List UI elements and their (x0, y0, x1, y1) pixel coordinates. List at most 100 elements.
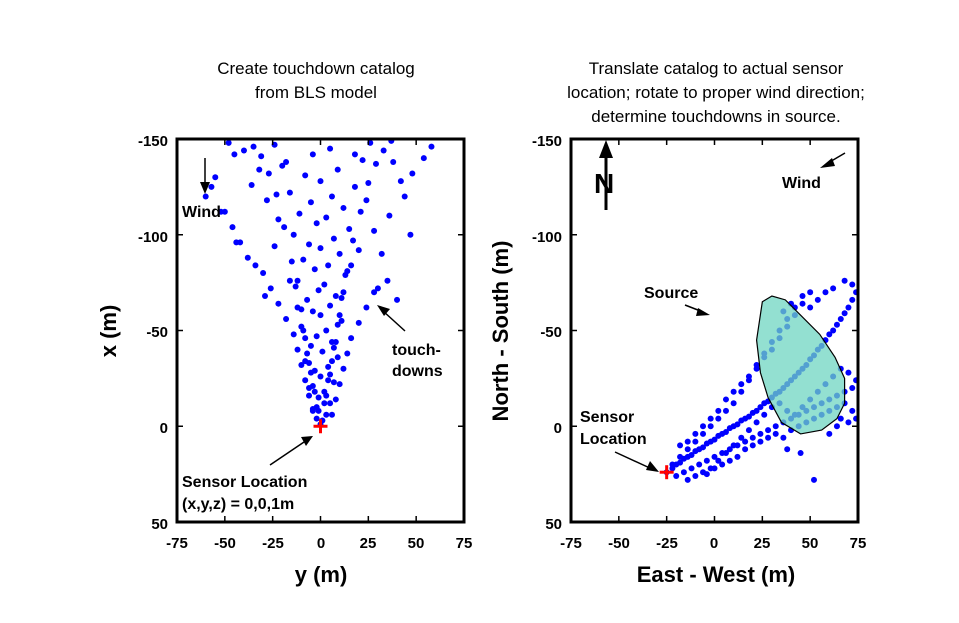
touchdown-point (372, 160, 379, 167)
touchdown-point (348, 335, 355, 342)
touchdown-point (330, 379, 337, 386)
left-ytick-label: 50 (151, 516, 168, 533)
touchdown-point (742, 438, 749, 445)
touchdown-point (338, 317, 345, 324)
touchdown-point (328, 411, 335, 418)
left-title-line-2: from BLS model (255, 83, 377, 102)
touchdown-point (332, 293, 339, 300)
touchdown-point (286, 277, 293, 284)
touchdown-point (734, 421, 741, 428)
touchdown-point (745, 373, 752, 380)
right-x-axis-label: East - West (m) (637, 562, 796, 587)
left-title-line-1: Create touchdown catalog (217, 59, 415, 78)
touchdown-point (315, 287, 322, 294)
touchdown-point (252, 262, 259, 269)
right-title-line-2: location; rotate to proper wind directio… (567, 83, 865, 102)
touchdown-point (311, 388, 318, 395)
touchdown-point (688, 451, 695, 458)
touchdown-point (409, 170, 416, 177)
touchdown-point (357, 208, 364, 215)
touchdown-point (350, 237, 357, 244)
touchdown-point (830, 285, 837, 292)
touchdown-point (306, 241, 313, 248)
touchdown-point (833, 321, 840, 328)
touchdown-point (340, 289, 347, 296)
touchdown-point (306, 392, 313, 399)
touchdown-point (286, 189, 293, 196)
touchdown-point (302, 377, 309, 384)
touchdown-point (799, 293, 806, 300)
touchdown-point (355, 247, 362, 254)
touchdown-point (784, 446, 791, 453)
touchdown-point (328, 193, 335, 200)
touchdown-point (208, 183, 215, 190)
touchdown-point (374, 285, 381, 292)
touchdown-point (256, 166, 263, 173)
touchdown-point (336, 250, 343, 257)
touchdown-point (283, 316, 290, 323)
touchdown-point (325, 262, 332, 269)
touchdown-point (244, 254, 251, 261)
touchdown-point (841, 277, 848, 284)
touchdown-point (336, 312, 343, 319)
touchdown-point (300, 256, 307, 263)
left-xtick-label: 75 (456, 535, 473, 552)
touchdown-point (684, 476, 691, 483)
touchdown-point (306, 360, 313, 367)
touchdown-point (371, 227, 378, 234)
touchdown-point (279, 162, 286, 169)
touchdown-point (772, 423, 779, 430)
touchdown-point (309, 308, 316, 315)
touchdown-point (734, 453, 741, 460)
touchdown-point (336, 381, 343, 388)
right-xtick-label: 50 (802, 535, 819, 552)
right-ytick-label: -50 (540, 324, 562, 341)
right-ytick-label: 0 (554, 420, 562, 437)
touchdown-point (677, 453, 684, 460)
touchdown-point (348, 262, 355, 269)
touchdown-point (321, 281, 328, 288)
touchdown-point (837, 316, 844, 323)
touchdown-point (323, 327, 330, 334)
touchdown-point (298, 361, 305, 368)
touchdown-point (327, 371, 334, 378)
touchdown-point (849, 407, 856, 414)
left-ytick-label: 0 (160, 420, 168, 437)
touchdown-point (298, 306, 305, 313)
touchdown-point (703, 471, 710, 478)
touchdown-point (344, 268, 351, 275)
touchdown-point (745, 427, 752, 434)
touchdown-point (323, 392, 330, 399)
left-tick-marks (176, 138, 465, 523)
source-arrow-icon (684, 304, 710, 316)
touchdowns-label-line-1: touch- (392, 342, 441, 359)
touchdown-point (837, 415, 844, 422)
source-label: Source (644, 285, 698, 302)
left-xtick-label: -25 (262, 535, 284, 552)
touchdown-point (281, 224, 288, 231)
right-chart: Translate catalog to actual sensor locat… (488, 59, 866, 587)
touchdown-point (765, 434, 772, 441)
right-xtick-label: -75 (560, 535, 582, 552)
touchdown-point (292, 283, 299, 290)
touchdown-point (311, 266, 318, 273)
touchdown-point (715, 407, 722, 414)
touchdown-point (334, 166, 341, 173)
sensor-marker (313, 419, 328, 434)
touchdown-point (296, 210, 303, 217)
left-ytick-label: -100 (138, 229, 168, 246)
touchdown-point (780, 434, 787, 441)
touchdown-point (719, 461, 726, 468)
touchdown-point (726, 446, 733, 453)
touchdown-point (845, 304, 852, 311)
touchdown-point (317, 245, 324, 252)
touchdown-point (273, 191, 280, 198)
touchdown-point (390, 158, 397, 165)
touchdown-point (765, 427, 772, 434)
right-xtick-label: -25 (656, 535, 678, 552)
touchdown-point (271, 243, 278, 250)
touchdown-point (722, 407, 729, 414)
touchdown-point (797, 450, 804, 457)
touchdown-point (225, 139, 232, 146)
